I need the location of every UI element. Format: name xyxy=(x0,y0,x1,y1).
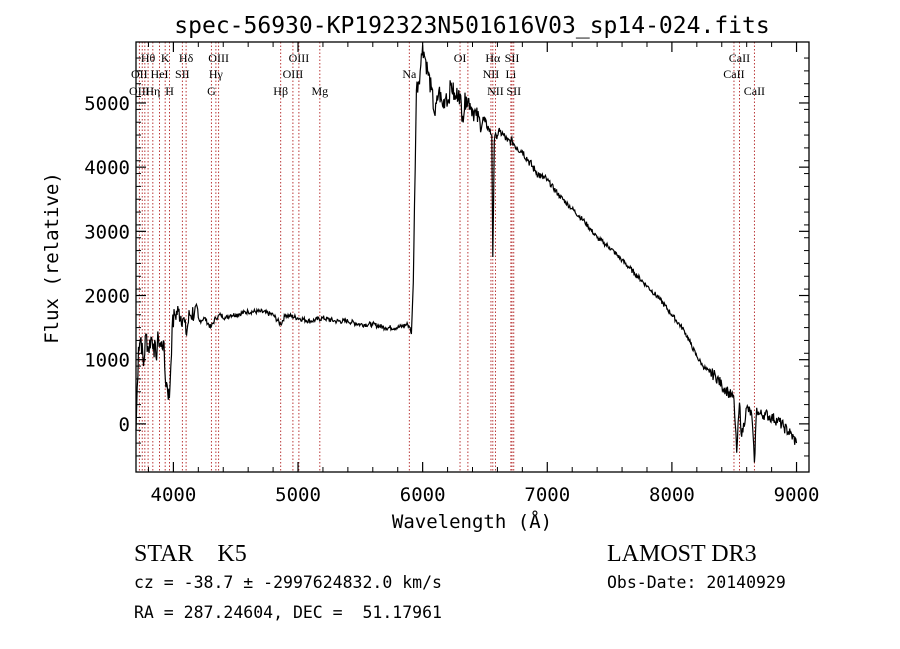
x-axis-ticks: 4000 5000 6000 7000 8000 9000 xyxy=(147,42,820,506)
redshift-velocity: cz = -38.7 ± -2997624832.0 km/s xyxy=(134,573,442,592)
x-tick-label: 4000 xyxy=(151,484,197,506)
line-label: Na xyxy=(402,67,417,81)
line-label: OIII xyxy=(208,51,229,65)
y-axis-ticks: 0 1000 2000 3000 4000 5000 xyxy=(84,57,809,457)
x-tick-label: 6000 xyxy=(400,484,446,506)
line-label: G xyxy=(207,84,216,98)
y-axis-label: Flux (relative) xyxy=(41,172,63,344)
line-label: CaII xyxy=(744,84,765,98)
coordinates: RA = 287.24604, DEC = 51.17961 xyxy=(134,603,442,622)
line-label: NII xyxy=(487,84,504,98)
line-label: OIII xyxy=(289,51,310,65)
y-tick-label: 5000 xyxy=(84,93,130,115)
line-label: Li xyxy=(506,67,517,81)
object-class: STAR K5 xyxy=(134,541,247,567)
spectrum-line xyxy=(135,45,798,463)
y-tick-label: 4000 xyxy=(84,157,130,179)
line-label: Hβ xyxy=(273,84,288,98)
y-tick-label: 0 xyxy=(119,414,130,436)
y-tick-label: 3000 xyxy=(84,221,130,243)
line-label: SII xyxy=(506,84,521,98)
line-label: OI xyxy=(454,51,467,65)
line-label: Hθ xyxy=(141,51,156,65)
line-label: OII xyxy=(131,67,148,81)
plot-frame xyxy=(135,41,810,473)
line-label: Hα xyxy=(485,51,501,65)
line-markers xyxy=(138,42,755,472)
line-label: CaII xyxy=(729,51,750,65)
x-axis-label: Wavelength (Å) xyxy=(392,510,552,533)
line-label: H xyxy=(165,84,174,98)
line-label: Mg xyxy=(311,84,328,98)
line-label: Hδ xyxy=(179,51,194,65)
line-label: OIII xyxy=(129,84,150,98)
line-label: CaII xyxy=(723,67,744,81)
line-label: OIII xyxy=(283,67,304,81)
x-tick-label: 8000 xyxy=(649,484,695,506)
x-tick-label: 5000 xyxy=(275,484,321,506)
chart-title: spec-56930-KP192323N501616V03_sp14-024.f… xyxy=(174,13,769,39)
line-label: K xyxy=(161,51,170,65)
x-tick-label: 7000 xyxy=(524,484,570,506)
line-label: SII xyxy=(505,51,520,65)
survey-name: LAMOST DR3 xyxy=(607,541,757,567)
line-label: SII xyxy=(175,67,190,81)
x-tick-label: 9000 xyxy=(774,484,820,506)
observation-date: Obs-Date: 20140929 xyxy=(607,573,786,592)
line-label: Hγ xyxy=(209,67,224,81)
line-label: Hη xyxy=(145,84,160,98)
line-label: HeI xyxy=(151,67,169,81)
y-tick-label: 1000 xyxy=(84,350,130,372)
line-label: NII xyxy=(483,67,500,81)
y-tick-label: 2000 xyxy=(84,286,130,308)
